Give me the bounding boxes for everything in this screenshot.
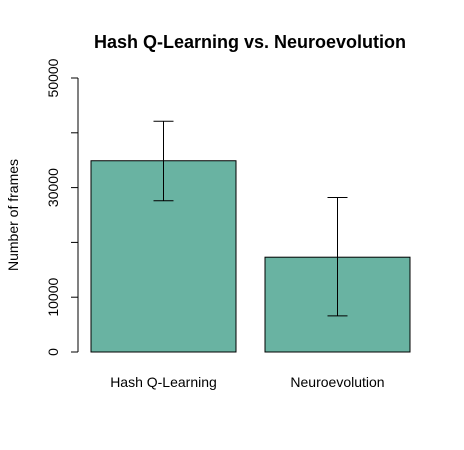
- chart-title: Hash Q-Learning vs. Neuroevolution: [94, 32, 406, 52]
- y-tick-label: 0: [45, 348, 61, 356]
- x-tick-labels: Hash Q-Learning Neuroevolution: [110, 374, 384, 390]
- y-tick-label: 30000: [45, 168, 61, 207]
- y-tick-label: 50000: [45, 58, 61, 97]
- y-tick-label: 10000: [45, 278, 61, 317]
- error-bars-group: [153, 120, 348, 317]
- y-axis: 0 10000 30000 50000: [45, 58, 79, 356]
- bars-group: [90, 160, 411, 353]
- y-axis-label: Number of frames: [5, 159, 21, 271]
- x-tick-label: Neuroevolution: [290, 374, 384, 390]
- x-tick-label: Hash Q-Learning: [110, 374, 217, 390]
